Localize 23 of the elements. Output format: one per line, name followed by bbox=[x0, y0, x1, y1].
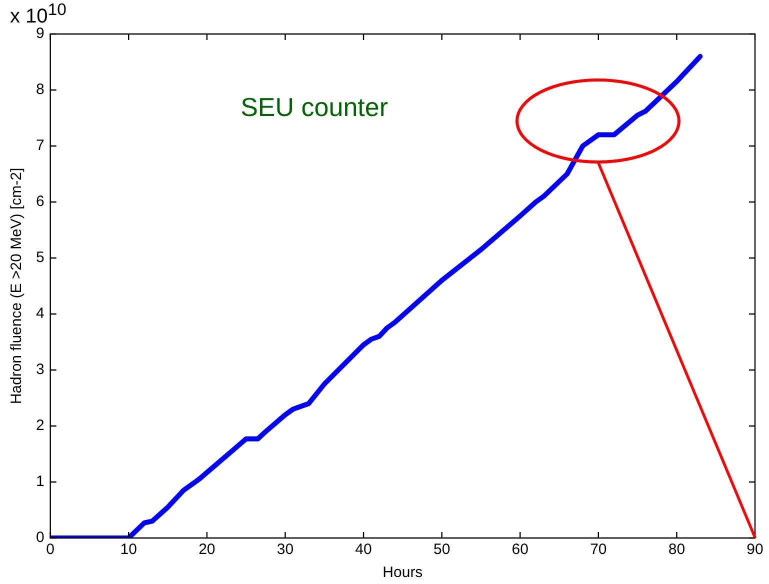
x-tick-label: 40 bbox=[355, 541, 372, 558]
y-tick-label: 6 bbox=[36, 193, 44, 210]
x-tick-label: 30 bbox=[276, 541, 294, 558]
x-tick-label: 80 bbox=[668, 541, 686, 558]
y-tick-label: 4 bbox=[36, 305, 44, 322]
y-axis-title: Hadron fluence (E >20 MeV) [cm-2] bbox=[8, 168, 26, 404]
y-tick-label: 3 bbox=[36, 361, 44, 378]
x-tick-label: 90 bbox=[746, 541, 764, 558]
y-tick-label: 1 bbox=[36, 473, 44, 490]
y-tick-label: 9 bbox=[36, 25, 44, 42]
x-tick-label: 50 bbox=[433, 541, 450, 558]
text: x 10$^{10}$ bbox=[10, 0, 66, 28]
y-tick-label: 5 bbox=[36, 249, 44, 266]
y-tick-label: 7 bbox=[36, 137, 44, 154]
annotation: SEU counter bbox=[240, 92, 388, 123]
x-tick-label: 70 bbox=[590, 541, 607, 558]
x-axis-title: Hours bbox=[382, 564, 423, 582]
y-tick-label: 8 bbox=[36, 81, 44, 98]
y-tick-label: 0 bbox=[36, 529, 44, 546]
x-tick-label: 60 bbox=[512, 541, 528, 558]
x-tick-label: 20 bbox=[198, 541, 216, 558]
x-tick-label: 10 bbox=[120, 541, 137, 558]
y-tick-label: 2 bbox=[36, 417, 44, 434]
